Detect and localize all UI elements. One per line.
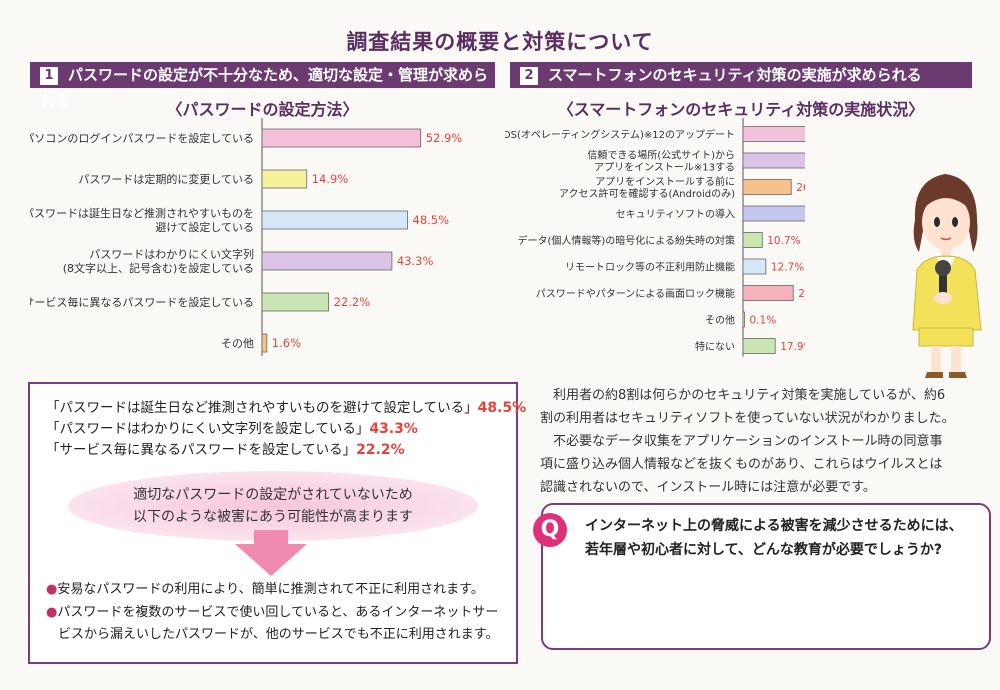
category-label: 避けて設定している [155, 220, 254, 234]
bar [261, 251, 393, 271]
bar [742, 152, 805, 169]
section-1-title: パスワードの設定が不十分なため、適切な設定・管理が求められる [40, 66, 489, 110]
value-label: 10.7% [767, 235, 800, 247]
chart-1-title: 〈パスワードの設定方法〉 [166, 100, 359, 119]
bar [261, 210, 408, 230]
warning-line-2: 以下のような被害にあう可能性が高まります [133, 509, 413, 525]
category-label: パスワードは定期的に変更している [78, 172, 254, 186]
callout-line-2-text: 「パスワードはわかりにくい文字列を設定している」 [46, 421, 370, 437]
section-1-number: 1 [40, 66, 58, 85]
bar [261, 169, 308, 189]
bar [261, 292, 329, 312]
category-label: (8文字以上、記号含む)を設定している [63, 261, 254, 275]
category-label: データ(個人情報等)の暗号化による紛失時の対策 [517, 234, 735, 247]
summary-p1-a: 利用者の約8割は何らかのセキュリティ対策を実施しているが、約6 [553, 388, 946, 403]
value-label: 1.6% [272, 336, 301, 350]
value-label: 26.8% [796, 182, 805, 194]
bar [742, 232, 763, 248]
category-label: 信頼できる場所(公式サイト)から [587, 149, 735, 162]
damage-bullet-1: ●安易なパスワードの利用により、簡単に推測されて不正に利用されます。 [46, 579, 484, 600]
password-settings-chart: パソコンのログインパスワードを設定している 52.9% パスワードは定期的に変更して… [30, 118, 463, 356]
reporter-illustration [912, 174, 982, 378]
value-label: 43.3% [397, 254, 434, 268]
value-label: 17.9% [780, 341, 805, 353]
section-2-number: 2 [520, 66, 538, 85]
value-label: 0.1% [750, 315, 777, 327]
category-label: パスワードはわかりにくい文字列 [89, 247, 254, 261]
question-q-icon: Q [533, 513, 567, 547]
category-label: サービス毎に異なるパスワードを設定している [30, 295, 254, 309]
value-label: 22.2% [334, 295, 371, 309]
summary-p2-a: 不必要なデータ収集をアプリケーションのインストール時の同意事 [553, 434, 943, 449]
damage-bullet-1-text: 安易なパスワードの利用により、簡単に推測されて不正に利用されます。 [57, 582, 484, 597]
question-box: Q インターネット上の脅威による被害を減少させるためには、 若年層や初心者に対し… [533, 503, 991, 650]
callout-line-1: 「パスワードは誕生日など推測されやすいものを避けて設定している」48.5% [46, 396, 526, 416]
damage-bullet-2-text-b: ビスから漏えいしたパスワードが、他のサービスでも不正に利用されます。 [58, 627, 499, 642]
damage-bullet-2-cont: ビスから漏えいしたパスワードが、他のサービスでも不正に利用されます。 [58, 624, 498, 645]
damage-bullet-2: ●パスワードを複数のサービスで使い回していると、あるインターネットサー [46, 602, 498, 623]
question-text: インターネット上の脅威による被害を減少させるためには、 若年層や初心者に対して、… [585, 514, 963, 562]
category-label: セキュリティソフトの導入 [616, 208, 735, 221]
bar [742, 311, 745, 328]
callout-line-1-text: 「パスワードは誕生日など推測されやすいものを避けて設定している」 [46, 400, 478, 416]
bullet-dot-icon: ● [46, 605, 58, 620]
callout-line-3-pct: 22.2% [356, 442, 405, 458]
summary-p2-b: 項に盛り込み個人情報などを抜くものがあり、これらはウイルスとは [540, 457, 943, 472]
summary-text: 利用者の約8割は何らかのセキュリティ対策を実施しているが、約6 割の利用者はセキュ… [540, 384, 980, 499]
down-arrow-icon [235, 544, 307, 576]
callout-line-3: 「サービス毎に異なるパスワードを設定している」22.2% [46, 438, 405, 458]
question-line-1: インターネット上の脅威による被害を減少させるためには、 [585, 518, 963, 534]
value-label: 48.5% [413, 213, 450, 227]
category-label: パスワードは誕生日など推測されやすいものを [30, 206, 254, 220]
value-label: 52.9% [426, 131, 463, 145]
bar [742, 205, 805, 222]
summary-p1: 利用者の約8割は何らかのセキュリティ対策を実施しているが、約6 割の利用者はセキュ… [540, 384, 980, 430]
warning-line-1: 適切なパスワードの設定がされていないため [133, 487, 413, 503]
category-label: その他 [705, 314, 735, 327]
section-2-title: スマートフォンのセキュリティ対策の実施が求められる [548, 66, 922, 84]
category-label: アクセス許可を確認する(Androidのみ) [559, 187, 735, 200]
damage-bullet-2-text-a: パスワードを複数のサービスで使い回していると、あるインターネットサー [57, 605, 499, 620]
summary-p1-b: 割の利用者はセキュリティソフトを使っていない状況がわかりました。 [540, 411, 955, 426]
bar [742, 285, 794, 301]
summary-p2-c: 認識されないので、インストール時には注意が必要です。 [540, 480, 876, 495]
callout-line-2: 「パスワードはわかりにくい文字列を設定している」43.3% [46, 417, 418, 437]
section-1-header: 1 パスワードの設定が不十分なため、適切な設定・管理が求められる [30, 62, 495, 110]
down-arrow-stem [254, 530, 288, 546]
chart-2-title: 〈スマートフォンのセキュリティ対策の実施状況〉 [557, 100, 925, 119]
page-title: 調査結果の概要と対策について [346, 30, 654, 54]
bar [742, 126, 805, 142]
smartphone-security-chart: OS(オペレーティングシステム)※12のアップデート58.1%信頼できる場所(公… [505, 118, 805, 357]
question-line-2: 若年層や初心者に対して、どんな教育が必要でしょうか? [585, 542, 942, 558]
category-label: アプリをインストールする前に [595, 175, 735, 188]
password-callout-box: 「パスワードは誕生日など推測されやすいものを避けて設定している」48.5% 「パ… [28, 382, 526, 664]
section-2-header: 2 スマートフォンのセキュリティ対策の実施が求められる [510, 62, 972, 88]
category-label: 特にない [695, 341, 735, 353]
summary-p2: 不必要なデータ収集をアプリケーションのインストール時の同意事項に盛り込み個人情報… [540, 430, 980, 499]
warning-oval: 適切なパスワードの設定がされていないため 以下のような被害にあう可能性が高まりま… [68, 471, 478, 541]
value-label: 14.9% [312, 172, 349, 186]
value-label: 27.9% [798, 288, 805, 300]
category-label: アプリをインストール※13する [594, 162, 735, 174]
callout-line-1-pct: 48.5% [477, 400, 527, 416]
bar [742, 179, 792, 195]
bar [261, 128, 422, 148]
category-label: パスワードやパターンによる画面ロック機能 [536, 287, 735, 300]
bar [742, 258, 767, 275]
category-label: その他 [221, 337, 254, 350]
value-label: 12.7% [771, 262, 804, 274]
category-label: OS(オペレーティングシステム)※12のアップデート [505, 128, 735, 141]
bullet-dot-icon: ● [46, 582, 58, 597]
category-label: リモートロック等の不正利用防止機能 [565, 261, 735, 274]
callout-line-3-text: 「サービス毎に異なるパスワードを設定している」 [46, 442, 357, 458]
category-label: パソコンのログインパスワードを設定している [30, 131, 254, 145]
bar [261, 333, 268, 353]
callout-line-2-pct: 43.3% [369, 421, 418, 437]
bar [742, 338, 776, 354]
